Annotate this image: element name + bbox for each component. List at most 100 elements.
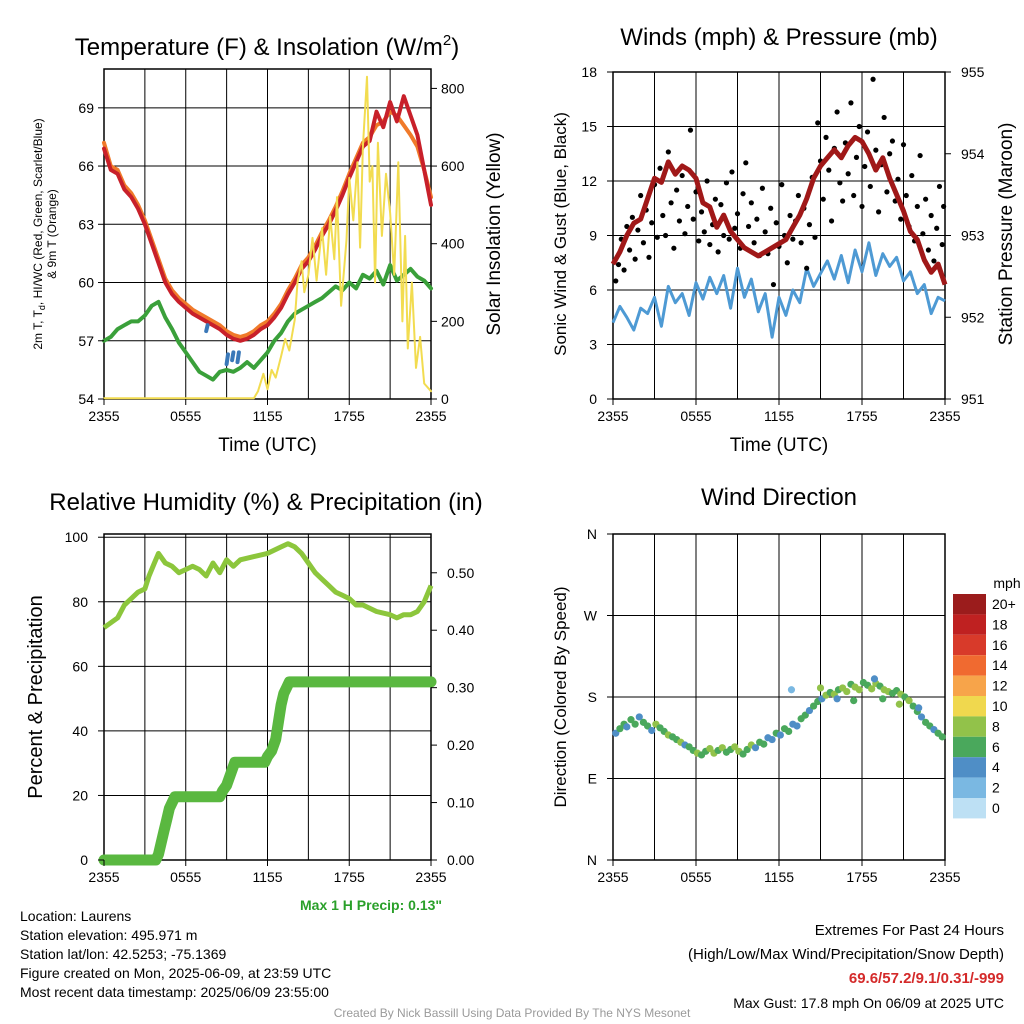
gust-point	[751, 240, 757, 246]
gust-point	[638, 192, 644, 199]
gust-point	[704, 178, 710, 184]
colorbar-swatch	[953, 675, 986, 696]
credit-footer: Created By Nick Bassill Using Data Provi…	[333, 1006, 691, 1020]
gust-point	[665, 149, 671, 155]
gust-point	[787, 212, 793, 219]
gust-point	[867, 183, 873, 190]
gust-point	[903, 192, 909, 199]
y-tick-label: 54	[78, 391, 94, 407]
gust-point	[851, 192, 857, 199]
gust-point	[848, 100, 854, 106]
x-tick-label: 1755	[846, 408, 877, 424]
gust-point	[870, 76, 876, 82]
direction-point	[805, 706, 814, 715]
gust-point	[936, 183, 943, 190]
y-tick-label: 12	[581, 173, 597, 189]
y-tick-label: 3	[589, 337, 597, 353]
temperature-series-6	[235, 350, 241, 365]
gust-point	[657, 165, 663, 171]
gust-point	[884, 189, 890, 195]
gust-point	[740, 191, 746, 197]
y2-tick-label: 954	[961, 146, 985, 162]
direction-point	[627, 716, 635, 724]
max-precip-label: Max 1 H Precip: 0.13"	[300, 897, 443, 913]
gust-point	[698, 209, 705, 215]
extremes-title: Extremes For Past 24 Hours	[814, 922, 1004, 939]
gust-point	[806, 222, 813, 228]
gust-point	[828, 218, 835, 224]
gust-point	[671, 245, 677, 251]
colorbar-swatch	[953, 736, 986, 758]
x-tick-label: 0555	[170, 408, 201, 424]
y-tick-label: 40	[72, 723, 88, 739]
gust-point	[928, 212, 934, 219]
x-tick-label: 1155	[252, 408, 282, 424]
humidity-line	[102, 541, 434, 630]
gust-point	[925, 247, 932, 253]
gust-point	[718, 202, 724, 208]
direction-point	[776, 731, 784, 739]
colorbar-swatch	[953, 594, 986, 615]
x-tick-label: 1755	[846, 869, 877, 885]
direction-point	[785, 727, 793, 736]
gust-point	[939, 241, 945, 248]
gust-point	[685, 203, 691, 210]
colorbar-title: mph	[993, 575, 1020, 591]
colorbar-swatch	[953, 777, 986, 798]
y2-tick-label: 0.20	[447, 737, 474, 753]
temperature-series-5	[230, 350, 236, 363]
x-tick-label: 2355	[88, 408, 119, 424]
wind-speed-line	[611, 241, 946, 339]
chart-title: Wind Direction	[701, 484, 857, 511]
x-tick-label: 2355	[415, 408, 446, 424]
y-axis-title: Direction (Colored By Speed)	[551, 586, 570, 807]
direction-point	[760, 740, 768, 748]
gust-point	[900, 142, 907, 148]
direction-point	[909, 702, 917, 710]
y-axis-title: Sonic Wind & Gust (Blue, Black)	[551, 112, 570, 356]
gust-point	[917, 152, 923, 159]
gust-point	[909, 172, 915, 179]
y2-tick-label: 0.50	[447, 565, 474, 581]
gust-point	[712, 196, 718, 202]
temperature-series-2	[102, 263, 433, 382]
gust-point	[649, 220, 655, 226]
direction-point	[870, 675, 879, 683]
gust-point	[837, 180, 843, 186]
colorbar-swatch	[953, 696, 986, 717]
gust-point	[668, 200, 674, 206]
gust-point	[701, 229, 707, 235]
x-tick-label: 2355	[597, 869, 628, 885]
y2-tick-label: 951	[961, 391, 985, 407]
y2-tick-label: 200	[441, 313, 465, 329]
gust-point	[823, 134, 829, 140]
temperature-series-7	[103, 75, 432, 400]
colorbar-swatch	[953, 655, 986, 676]
gust-point	[768, 205, 774, 211]
gust-point	[754, 216, 760, 222]
gust-point	[682, 231, 688, 237]
direction-point	[843, 687, 851, 696]
y2-tick-label: 800	[441, 80, 465, 96]
gust-point	[759, 185, 766, 191]
direction-point	[743, 745, 751, 754]
x-tick-label: 1155	[764, 408, 794, 424]
colorbar-label: 12	[992, 678, 1008, 694]
gust-point	[840, 198, 846, 204]
direction-point	[938, 733, 946, 741]
direction-point	[718, 744, 726, 752]
x-tick-label: 1755	[334, 869, 365, 885]
gust-point	[734, 211, 741, 217]
gust-point	[721, 232, 727, 239]
latlon-text: Station lat/lon: 42.5253; -75.1369	[20, 946, 227, 962]
extremes-panel: Extremes For Past 24 Hours (High/Low/Max…	[688, 919, 1004, 1015]
gust-point	[864, 129, 871, 135]
direction-point	[816, 684, 825, 692]
gust-point	[920, 231, 926, 237]
gust-point	[729, 169, 735, 175]
colorbar-label: 18	[992, 616, 1008, 632]
gust-point	[613, 278, 619, 284]
gust-point	[687, 127, 694, 133]
y-tick-label: 60	[72, 658, 88, 674]
direction-point	[648, 726, 656, 735]
